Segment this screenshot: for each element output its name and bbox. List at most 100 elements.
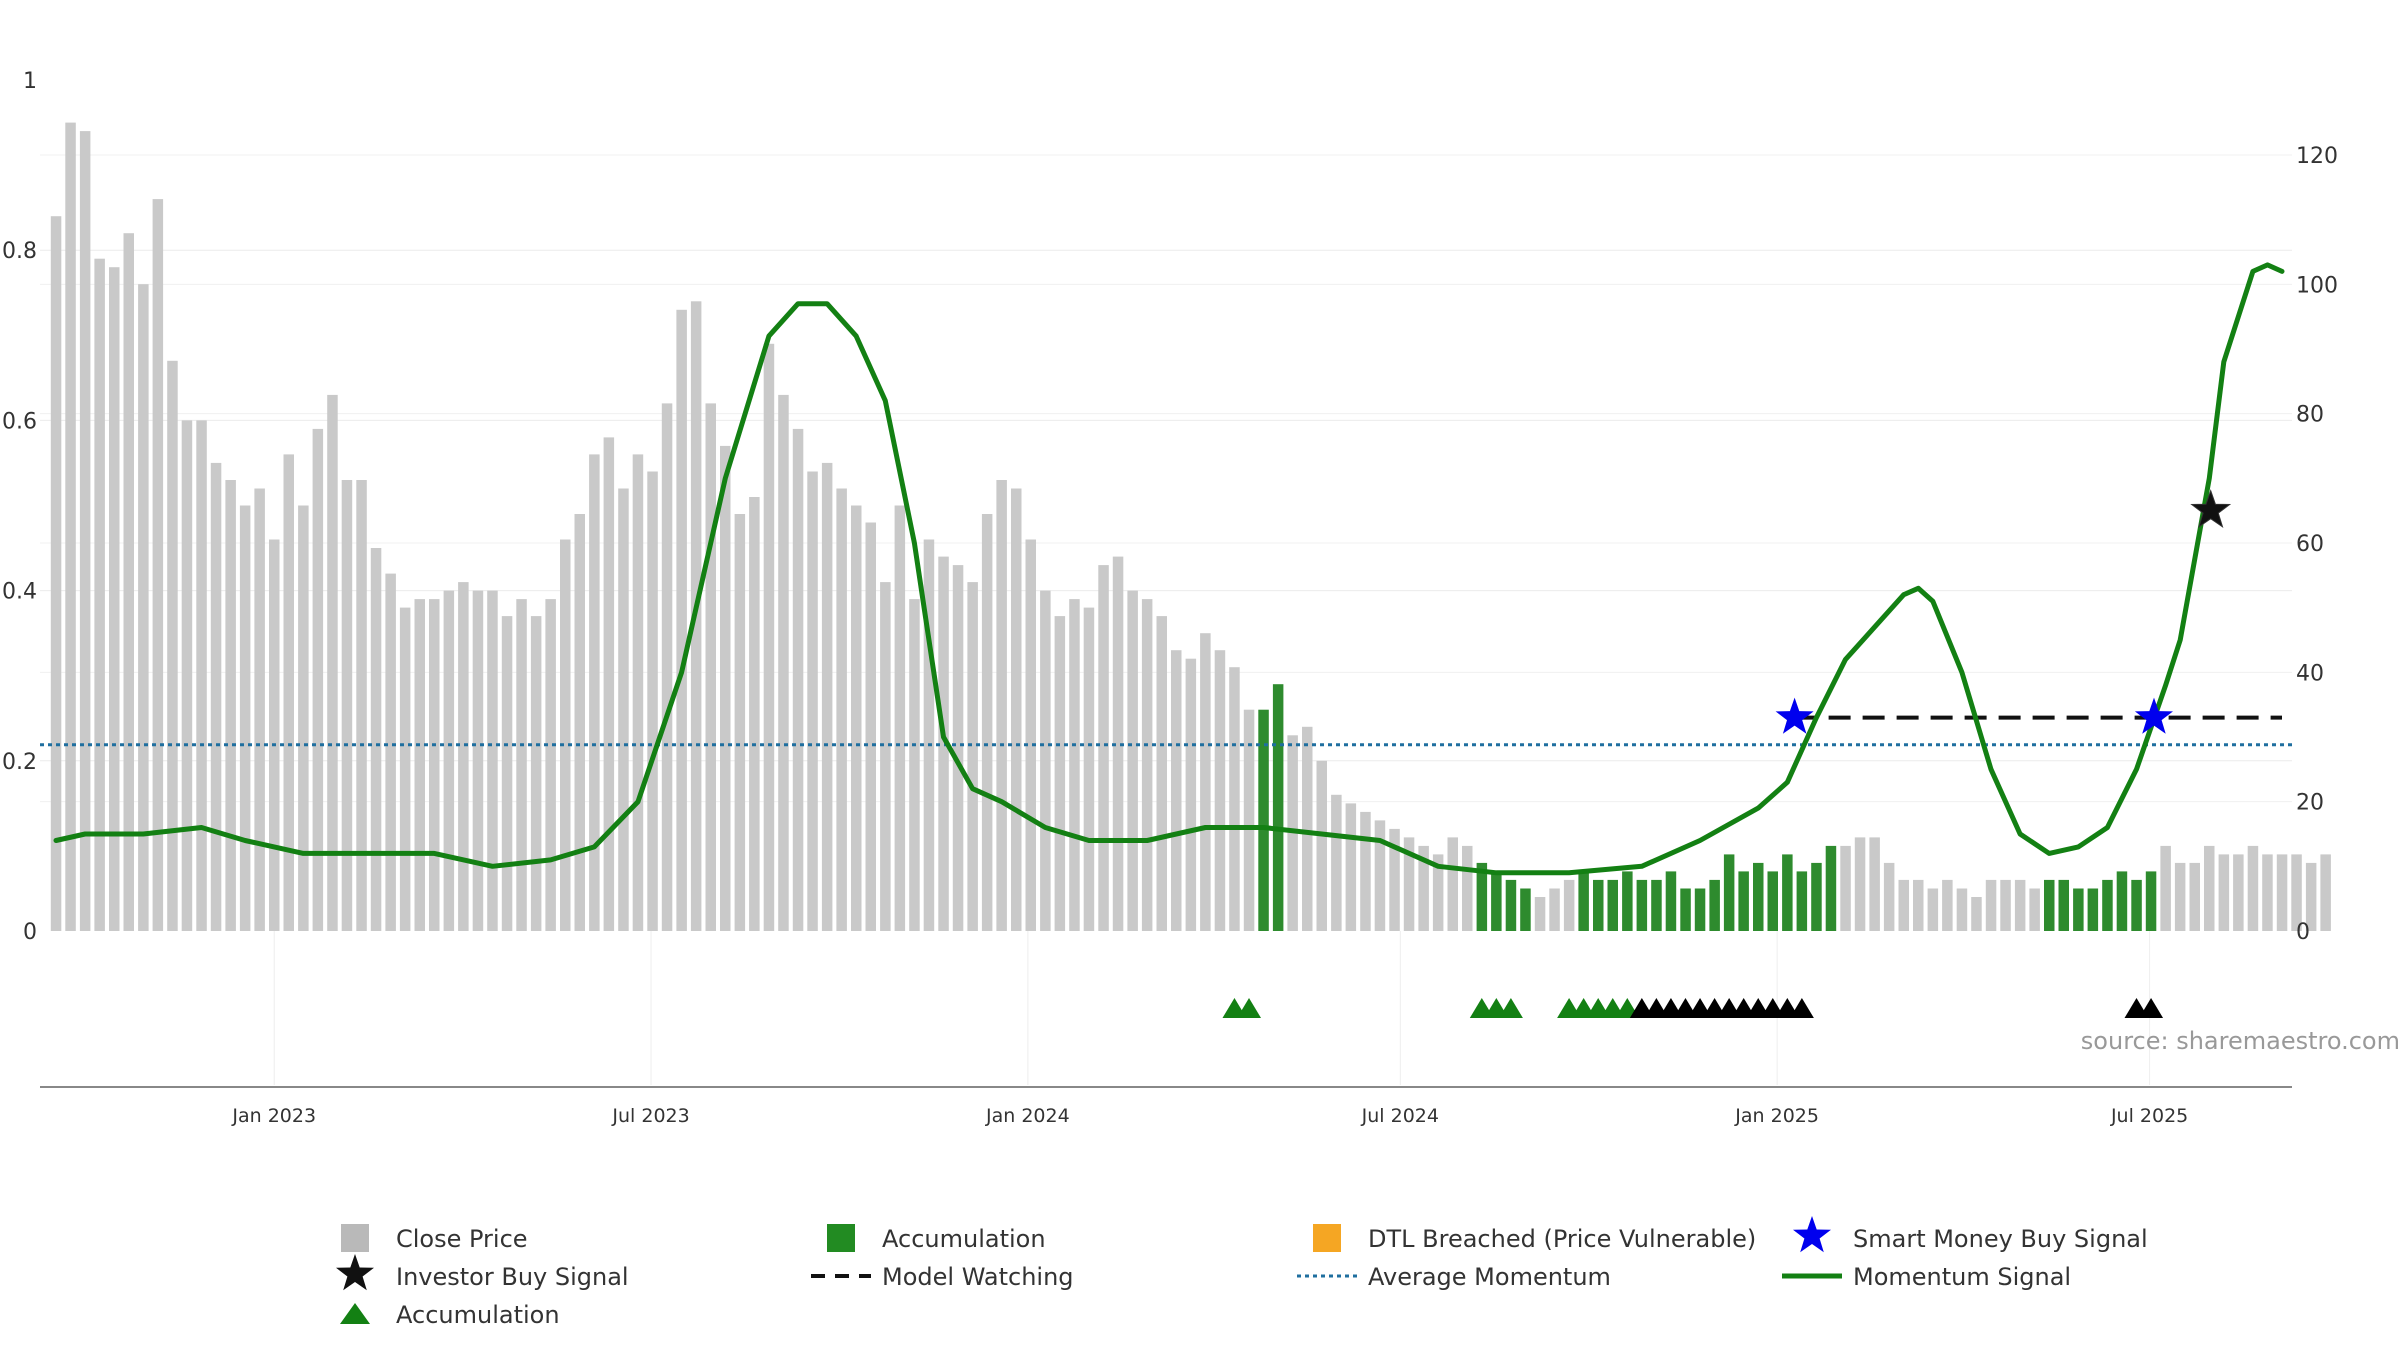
- x-tick-label: Jan 2023: [231, 1105, 316, 1127]
- close-price-bar: [298, 505, 309, 931]
- close-price-bar: [545, 599, 556, 931]
- close-price-bar: [1985, 879, 1997, 931]
- close-price-bar: [952, 565, 964, 931]
- legend-label: Accumulation: [396, 1301, 560, 1329]
- close-price-bar: [327, 394, 338, 931]
- close-price-bar: [399, 607, 411, 931]
- close-price-bar: [1534, 897, 1546, 931]
- x-tick-label: Jan 2025: [1734, 1105, 1819, 1127]
- close-price-bar: [2247, 845, 2259, 931]
- accumulation-bar: [1505, 879, 1517, 931]
- close-price-bar: [1942, 879, 1953, 931]
- close-price-bar: [1331, 794, 1342, 931]
- close-price-bar: [109, 267, 120, 931]
- right-tick-label: 60: [2296, 532, 2324, 557]
- investor-buy-star: [2190, 489, 2232, 529]
- accumulation-bar: [1782, 854, 1793, 931]
- accumulation-bar: [1767, 871, 1778, 931]
- right-tick-label: 100: [2296, 273, 2338, 298]
- close-price-bar: [1971, 897, 1982, 931]
- accumulation-bar: [2102, 879, 2113, 931]
- accumulation-bar: [1680, 888, 1691, 931]
- close-price-bar: [1345, 803, 1357, 931]
- close-price-bar: [283, 454, 294, 931]
- close-price-bar: [167, 360, 178, 931]
- close-price-bar: [1011, 488, 1022, 931]
- close-price-bar: [923, 539, 935, 931]
- accumulation-bar: [1825, 845, 1837, 931]
- close-price-bar: [1418, 845, 1429, 931]
- close-price-bar: [1432, 854, 1444, 931]
- legend-swatch-star-icon: [1793, 1216, 1831, 1253]
- close-price-bar: [1156, 616, 1167, 931]
- investor-triangle: [2139, 998, 2164, 1018]
- left-tick-label: 0: [23, 920, 37, 945]
- close-price-bar: [618, 488, 629, 931]
- close-price-bar: [1025, 539, 1036, 931]
- close-price-bar: [851, 505, 862, 931]
- accumulation-bar: [2044, 879, 2055, 931]
- close-price-bar: [821, 462, 833, 931]
- close-price-bar: [574, 514, 585, 931]
- close-price-bar: [632, 454, 644, 931]
- legend-label: Average Momentum: [1368, 1263, 1611, 1291]
- accumulation-bar: [1796, 871, 1808, 931]
- close-price-bar: [1302, 726, 1313, 931]
- close-price-bar: [181, 420, 193, 931]
- legend-item: Accumulation: [827, 1224, 1046, 1253]
- left-tick-label: 0.8: [2, 239, 37, 264]
- close-price-bar: [341, 480, 353, 931]
- close-price-bar: [1083, 607, 1095, 931]
- investor-triangle: [1789, 998, 1814, 1018]
- legend-item: Model Watching: [811, 1263, 1074, 1291]
- left-tick-label: 1: [23, 69, 37, 94]
- accumulation-bar: [1723, 854, 1735, 931]
- close-price-bar: [2014, 879, 2026, 931]
- close-price-bar: [778, 394, 789, 931]
- close-price-bar: [1214, 650, 1226, 931]
- close-price-bar: [720, 445, 731, 931]
- legend-item: Smart Money Buy Signal: [1793, 1216, 2148, 1253]
- close-price-bar: [254, 488, 265, 931]
- accumulation-bar: [1491, 871, 1502, 931]
- close-price-bar: [880, 582, 891, 931]
- close-price-bar: [807, 471, 818, 931]
- legend-swatch-square: [1313, 1224, 1341, 1252]
- close-price-bar: [1374, 820, 1386, 931]
- accumulation-bar: [1622, 871, 1633, 931]
- close-price-bar: [1869, 837, 1880, 931]
- close-price-bar: [705, 403, 716, 931]
- close-price-bar: [2189, 862, 2200, 931]
- close-price-bar: [1913, 879, 1924, 931]
- close-price-bar: [1200, 633, 1211, 931]
- close-price-bar: [589, 454, 600, 931]
- close-price-bar: [269, 539, 280, 931]
- close-price-bar: [385, 573, 396, 931]
- accumulation-triangle: [1498, 998, 1523, 1018]
- accumulation-bar: [2116, 871, 2128, 931]
- accumulation-bar: [1476, 862, 1488, 931]
- legend: Close Price Accumulation DTL Breached (Pri…: [336, 1216, 2148, 1329]
- legend-label: Investor Buy Signal: [396, 1263, 629, 1291]
- legend-swatch-square: [827, 1224, 855, 1252]
- close-price-bar: [1229, 667, 1240, 931]
- close-price-bar: [2000, 879, 2011, 931]
- close-price-bar: [1883, 862, 1895, 931]
- accumulation-bar: [2073, 888, 2084, 931]
- smart-money-buy-star: [1775, 697, 1814, 734]
- close-price-bar: [1185, 658, 1197, 931]
- close-price-bar: [2305, 862, 2317, 931]
- close-price-bar: [1462, 845, 1473, 931]
- close-price-bar: [676, 309, 687, 931]
- close-price-bar: [312, 428, 324, 931]
- close-price-bar: [487, 590, 498, 931]
- close-price-bar: [865, 522, 876, 931]
- legend-label: Accumulation: [882, 1225, 1046, 1253]
- close-price-bar: [1112, 556, 1124, 931]
- close-price-bar: [2218, 854, 2230, 931]
- close-price-bar: [1069, 599, 1080, 931]
- close-price-bar: [443, 590, 455, 931]
- accumulation-bar: [1694, 888, 1706, 931]
- close-price-bar: [909, 599, 920, 931]
